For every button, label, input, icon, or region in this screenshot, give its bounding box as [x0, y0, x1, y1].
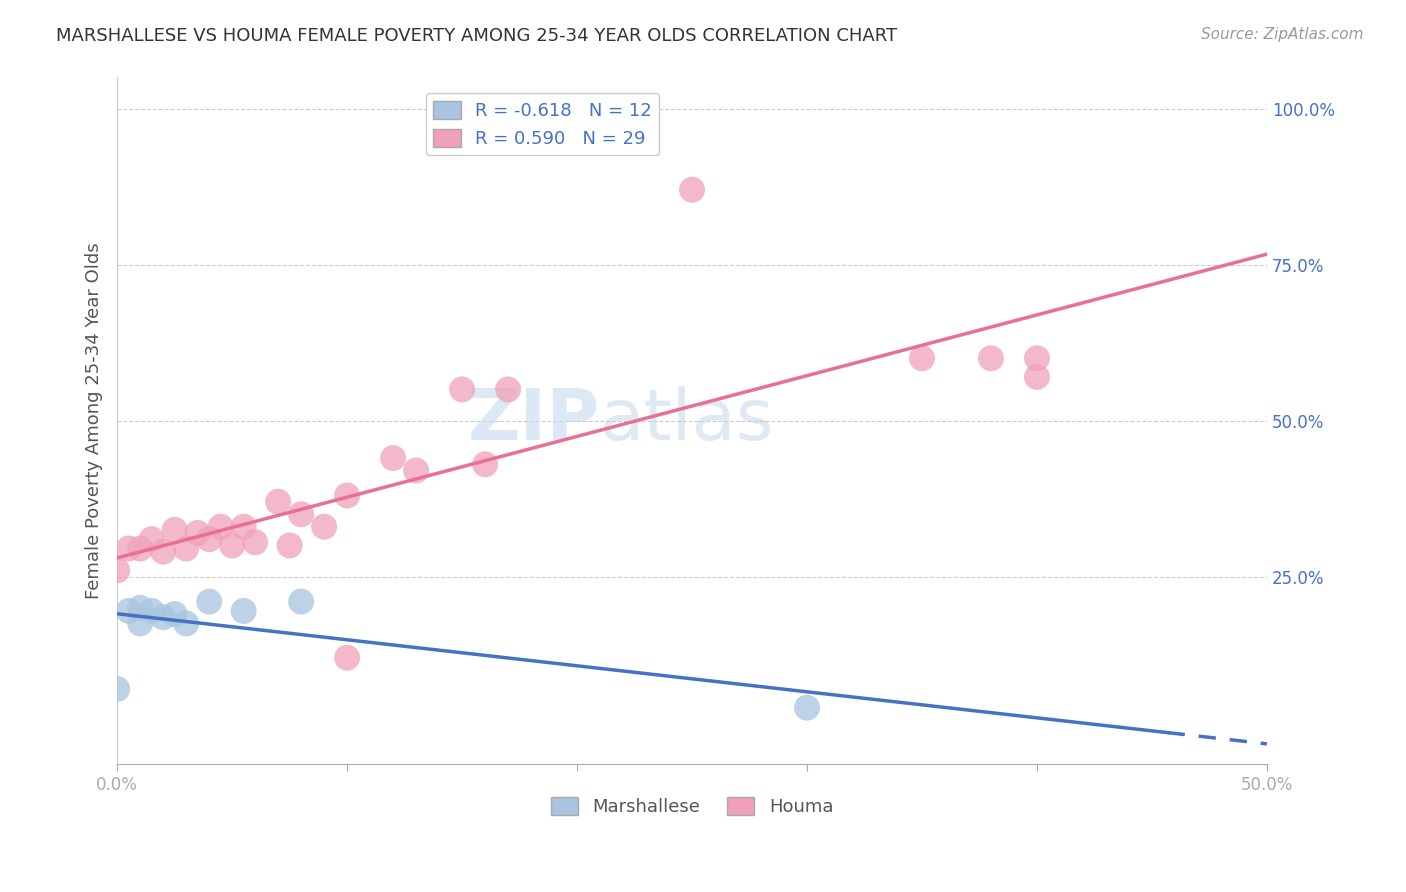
Point	[129, 600, 152, 615]
Point	[496, 383, 519, 397]
Point	[152, 610, 174, 624]
Point	[141, 604, 163, 618]
Point	[382, 451, 405, 466]
Point	[681, 183, 703, 197]
Point	[187, 525, 209, 540]
Point	[141, 532, 163, 546]
Point	[198, 532, 221, 546]
Point	[174, 616, 197, 631]
Point	[911, 351, 934, 366]
Text: MARSHALLESE VS HOUMA FEMALE POVERTY AMONG 25-34 YEAR OLDS CORRELATION CHART: MARSHALLESE VS HOUMA FEMALE POVERTY AMON…	[56, 27, 897, 45]
Point	[152, 544, 174, 558]
Point	[336, 650, 359, 665]
Point	[232, 519, 254, 533]
Point	[198, 594, 221, 608]
Y-axis label: Female Poverty Among 25-34 Year Olds: Female Poverty Among 25-34 Year Olds	[86, 243, 103, 599]
Point	[980, 351, 1002, 366]
Point	[278, 538, 301, 552]
Point	[163, 523, 186, 537]
Point	[796, 700, 818, 714]
Point	[314, 519, 336, 533]
Point	[451, 383, 474, 397]
Text: Source: ZipAtlas.com: Source: ZipAtlas.com	[1201, 27, 1364, 42]
Point	[243, 535, 266, 549]
Point	[267, 494, 290, 508]
Point	[105, 563, 128, 577]
Point	[221, 538, 243, 552]
Point	[174, 541, 197, 556]
Point	[209, 519, 232, 533]
Text: atlas: atlas	[600, 386, 775, 455]
Point	[232, 604, 254, 618]
Point	[118, 541, 141, 556]
Legend: Marshallese, Houma: Marshallese, Houma	[544, 789, 841, 823]
Point	[105, 681, 128, 696]
Point	[163, 607, 186, 621]
Point	[129, 616, 152, 631]
Point	[336, 489, 359, 503]
Text: ZIP: ZIP	[468, 386, 600, 455]
Point	[474, 458, 496, 472]
Point	[129, 541, 152, 556]
Point	[290, 594, 312, 608]
Point	[290, 507, 312, 521]
Point	[1026, 351, 1049, 366]
Point	[405, 464, 427, 478]
Point	[118, 604, 141, 618]
Point	[1026, 370, 1049, 384]
